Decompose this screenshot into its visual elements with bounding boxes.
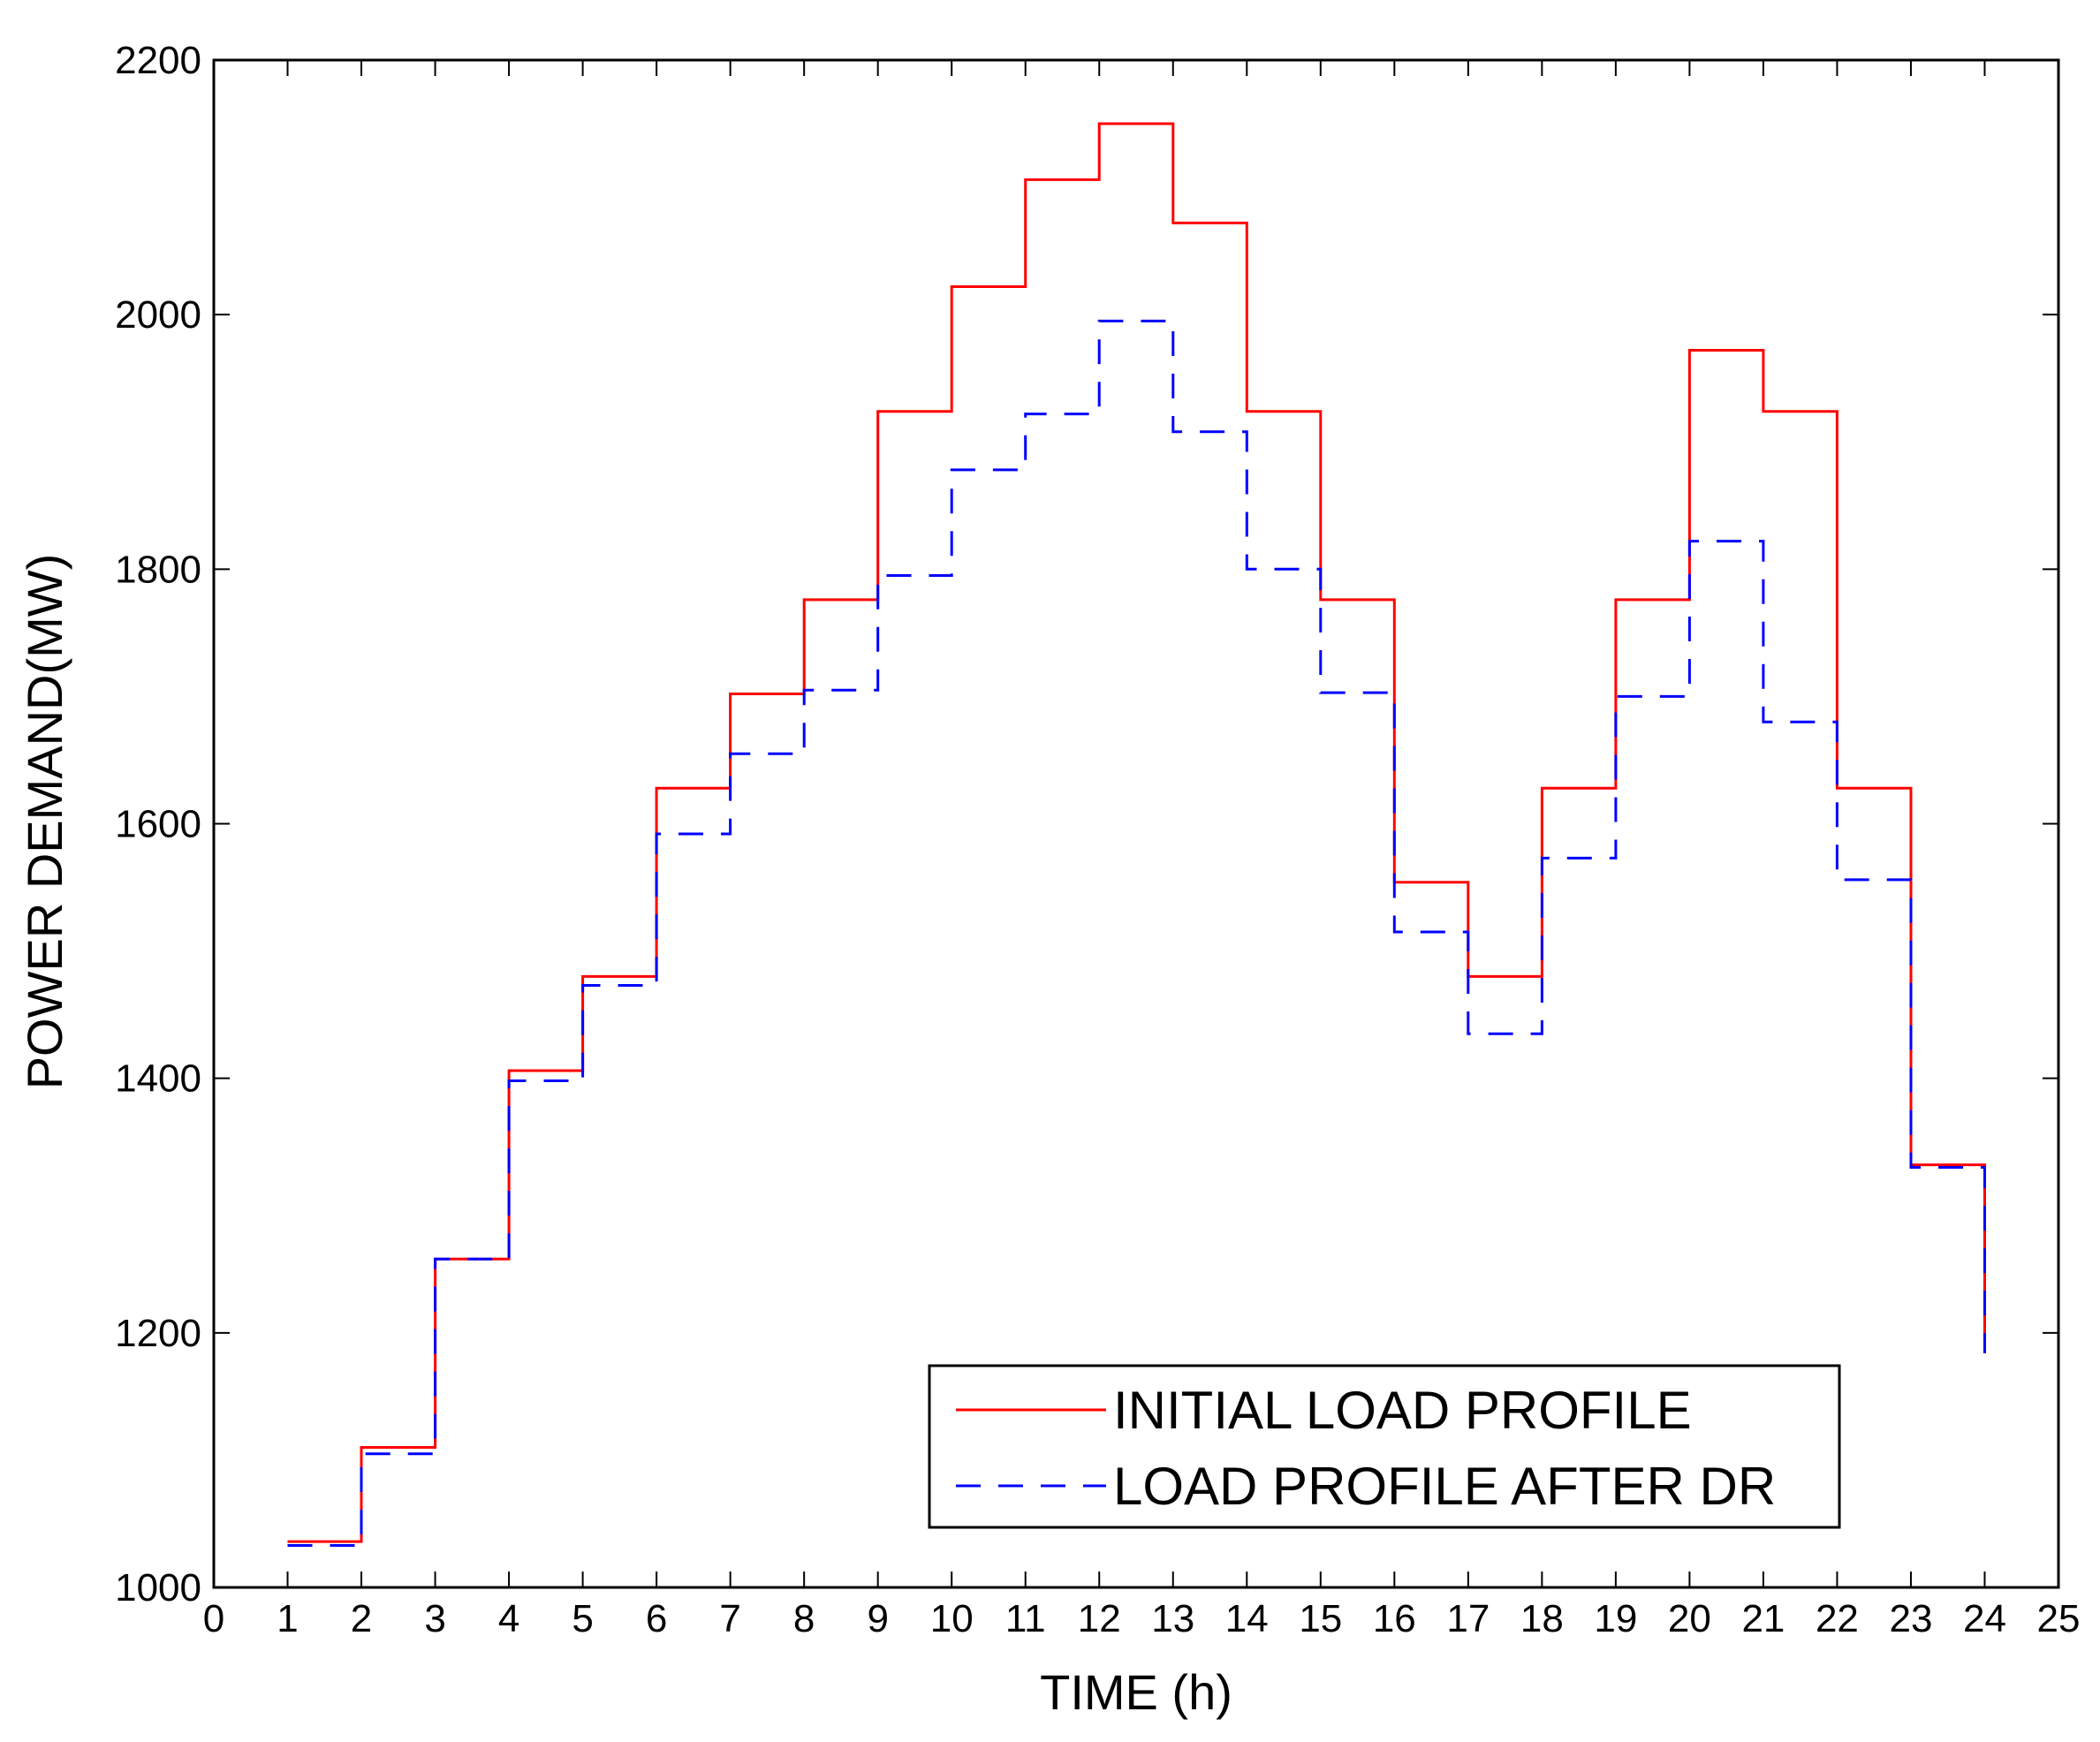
y-tick-label: 1400 [115, 1057, 201, 1101]
x-tick-label: 15 [1299, 1597, 1342, 1640]
x-tick-label: 12 [1078, 1597, 1121, 1640]
x-tick-label: 20 [1668, 1597, 1711, 1640]
y-tick-label: 2200 [115, 39, 201, 82]
y-axis-label: POWER DEMAND(MW) [17, 554, 72, 1090]
x-tick-label: 11 [1005, 1597, 1046, 1640]
x-tick-label: 5 [572, 1597, 593, 1640]
x-tick-label: 23 [1889, 1597, 1932, 1640]
y-tick-label: 2000 [115, 293, 201, 337]
x-tick-label: 2 [351, 1597, 372, 1640]
legend-label-initial: INITIAL LOAD PROFILE [1113, 1381, 1692, 1440]
x-tick-label: 10 [930, 1597, 974, 1640]
y-tick-label: 1200 [115, 1312, 201, 1355]
x-tick-label: 3 [424, 1597, 445, 1640]
axis-ticks [213, 59, 2059, 1588]
x-tick-label: 25 [2037, 1597, 2081, 1640]
x-tick-label: 21 [1741, 1597, 1785, 1640]
series-line-1 [287, 319, 1986, 1547]
x-tick-label: 13 [1151, 1597, 1194, 1640]
x-tick-label: 19 [1594, 1597, 1637, 1640]
x-tick-label: 4 [498, 1597, 519, 1640]
series-lines [287, 122, 1986, 1547]
x-tick-label: 14 [1225, 1597, 1269, 1640]
y-tick-label: 1000 [115, 1566, 201, 1609]
x-tick-label: 1 [277, 1597, 298, 1640]
x-axis-label: TIME (h) [1040, 1664, 1232, 1720]
y-tick-label: 1600 [115, 803, 201, 846]
legend-label-after-dr: LOAD PROFILE AFTER DR [1113, 1457, 1776, 1516]
x-tick-label: 7 [719, 1597, 740, 1640]
legend-box [928, 1364, 1841, 1529]
legend: INITIAL LOAD PROFILE LOAD PROFILE AFTER … [928, 1364, 1841, 1529]
x-tick-label: 6 [646, 1597, 667, 1640]
x-tick-label: 18 [1520, 1597, 1564, 1640]
y-tick-label: 1800 [115, 548, 201, 591]
x-tick-label: 0 [203, 1597, 224, 1640]
series-line-0 [287, 122, 1986, 1543]
x-tick-label: 24 [1963, 1597, 2006, 1640]
x-tick-label: 9 [867, 1597, 888, 1640]
x-tick-label: 17 [1446, 1597, 1490, 1640]
x-tick-label: 16 [1373, 1597, 1416, 1640]
x-tick-label: 22 [1816, 1597, 1859, 1640]
x-tick-label: 8 [793, 1597, 815, 1640]
axis-tick-labels: 0 1 2 3 4 5 6 7 8 9 10 11 12 13 14 15 16 17 18 19 20 21 22 23 24… [115, 39, 2080, 1640]
